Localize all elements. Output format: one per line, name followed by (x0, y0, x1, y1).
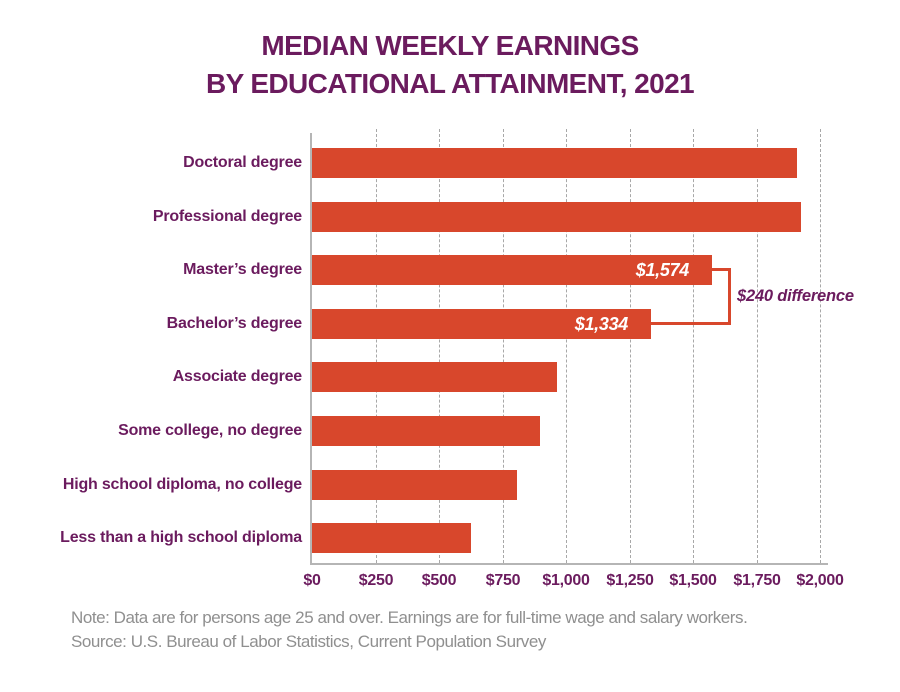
difference-bracket-top-segment (711, 268, 731, 271)
gridline-250 (376, 129, 377, 563)
bar-master-s-degree (312, 255, 712, 285)
category-label-high-school-diploma-no-college: High school diploma, no college (62, 476, 302, 493)
x-tick-label-1-250: $1,250 (606, 572, 654, 589)
x-tick-label-1-750: $1,750 (733, 572, 781, 589)
x-tick-label-2-000: $2,000 (796, 572, 844, 589)
chart-source: Source: U.S. Bureau of Labor Statistics,… (71, 632, 546, 651)
difference-annotation: $240 difference (737, 287, 854, 305)
bar-less-than-a-high-school-diploma (312, 523, 471, 553)
bar-associate-degree (312, 362, 557, 392)
chart-title-line1: MEDIAN WEEKLY EARNINGS (261, 30, 639, 61)
chart-note: Note: Data are for persons age 25 and ov… (71, 608, 748, 627)
category-label-associate-degree: Associate degree (172, 368, 303, 385)
x-tick-label-500: $500 (421, 572, 457, 589)
category-label-some-college-no-degree: Some college, no degree (118, 422, 302, 439)
difference-bracket-bottom-segment (650, 322, 731, 325)
bar-doctoral-degree (312, 148, 797, 178)
x-tick-label-250: $250 (358, 572, 394, 589)
bar-some-college-no-degree (312, 416, 540, 446)
chart-title-line2: BY EDUCATIONAL ATTAINMENT, 2021 (205, 68, 695, 99)
category-label-doctoral-degree: Doctoral degree (183, 154, 302, 171)
bar-professional-degree (312, 202, 801, 232)
gridline-1250 (630, 129, 631, 563)
category-label-master-s-degree: Master’s degree (183, 261, 302, 278)
category-label-professional-degree: Professional degree (152, 208, 302, 225)
x-tick-label-750: $750 (485, 572, 521, 589)
category-label-less-than-a-high-school-diploma: Less than a high school diploma (60, 529, 302, 546)
gridline-1500 (693, 129, 694, 563)
gridline-1000 (566, 129, 567, 563)
x-tick-label-0: $0 (303, 572, 321, 589)
difference-bracket-vertical-segment (728, 268, 731, 325)
bar-bachelor-s-degree (312, 309, 651, 339)
gridline-750 (503, 129, 504, 563)
gridline-1750 (757, 129, 758, 563)
category-label-bachelor-s-degree: Bachelor’s degree (166, 315, 303, 332)
bar-value-label-master-s-degree: $1,574 (635, 260, 690, 280)
x-axis-line (310, 563, 828, 565)
y-axis-line (310, 133, 312, 563)
bar-high-school-diploma-no-college (312, 470, 517, 500)
chart-footer: Note: Data are for persons age 25 and ov… (71, 606, 748, 654)
gridline-2000 (820, 129, 821, 563)
x-tick-label-1-000: $1,000 (542, 572, 590, 589)
bar-value-label-bachelor-s-degree: $1,334 (574, 314, 629, 334)
chart-title: MEDIAN WEEKLY EARNINGS BY EDUCATIONAL AT… (0, 27, 900, 103)
x-tick-label-1-500: $1,500 (669, 572, 717, 589)
gridline-500 (439, 129, 440, 563)
